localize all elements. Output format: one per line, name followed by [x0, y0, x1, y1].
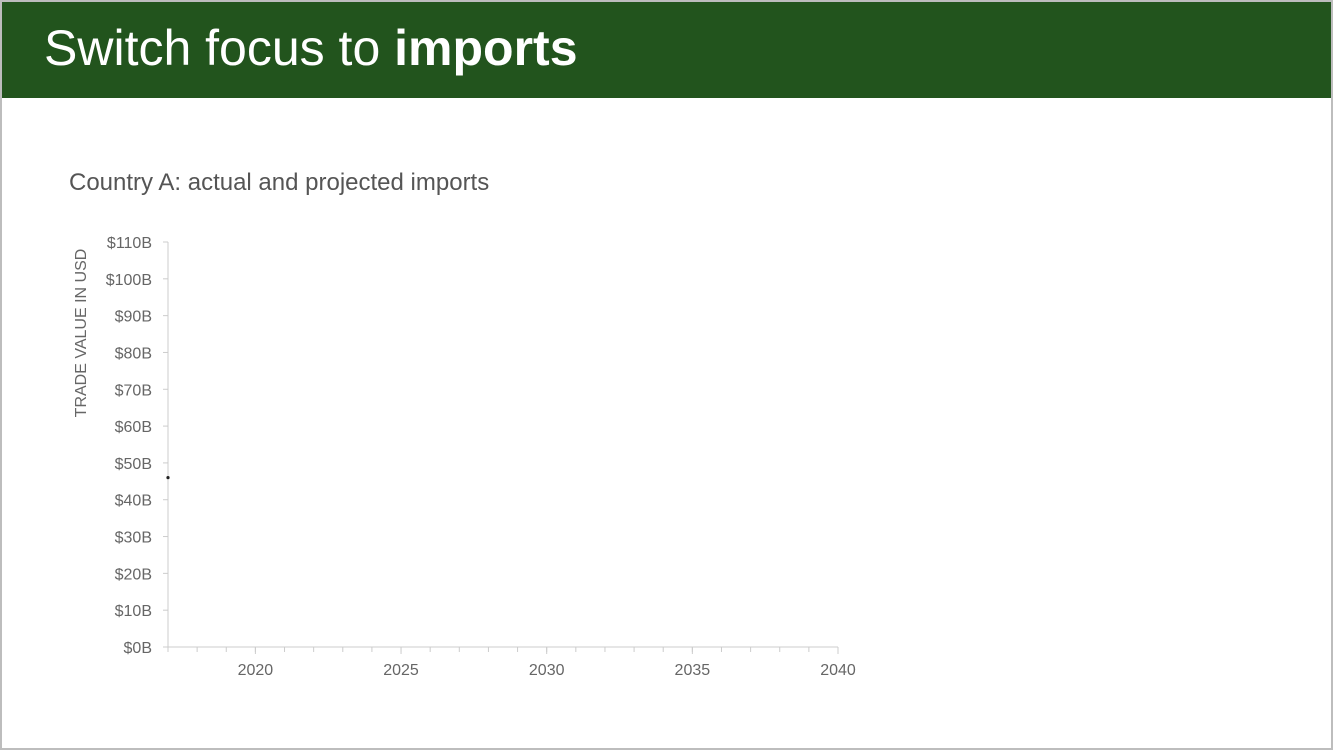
y-tick-label: $30B — [115, 530, 152, 547]
y-tick-label: $10B — [115, 603, 152, 620]
slide-title-emphasis: imports — [394, 20, 578, 76]
y-axis-label: TRADE VALUE IN USD — [73, 249, 90, 418]
y-tick-label: $20B — [115, 566, 152, 583]
y-tick-label: $50B — [115, 456, 152, 473]
y-tick-label: $80B — [115, 345, 152, 362]
y-tick-label: $90B — [115, 309, 152, 326]
slide-title: Switch focus to imports — [44, 18, 578, 78]
data-point — [166, 476, 170, 480]
x-tick-label: 2035 — [675, 662, 711, 679]
y-tick-label: $110B — [107, 235, 152, 252]
y-tick-label: $0B — [124, 640, 152, 657]
x-tick-label: 2030 — [529, 662, 565, 679]
x-tick-label: 2020 — [238, 662, 274, 679]
chart-title: Country A: actual and projected imports — [69, 169, 490, 196]
y-tick-label: $100B — [106, 272, 152, 289]
y-tick-label: $70B — [115, 382, 152, 399]
y-tick-label: $40B — [115, 493, 152, 510]
title-banner: Switch focus to imports — [2, 2, 1331, 98]
y-tick-label: $60B — [115, 419, 152, 436]
x-tick-label: 2025 — [383, 662, 419, 679]
x-tick-label: 2040 — [820, 662, 856, 679]
slide-title-prefix: Switch focus to — [44, 20, 395, 76]
